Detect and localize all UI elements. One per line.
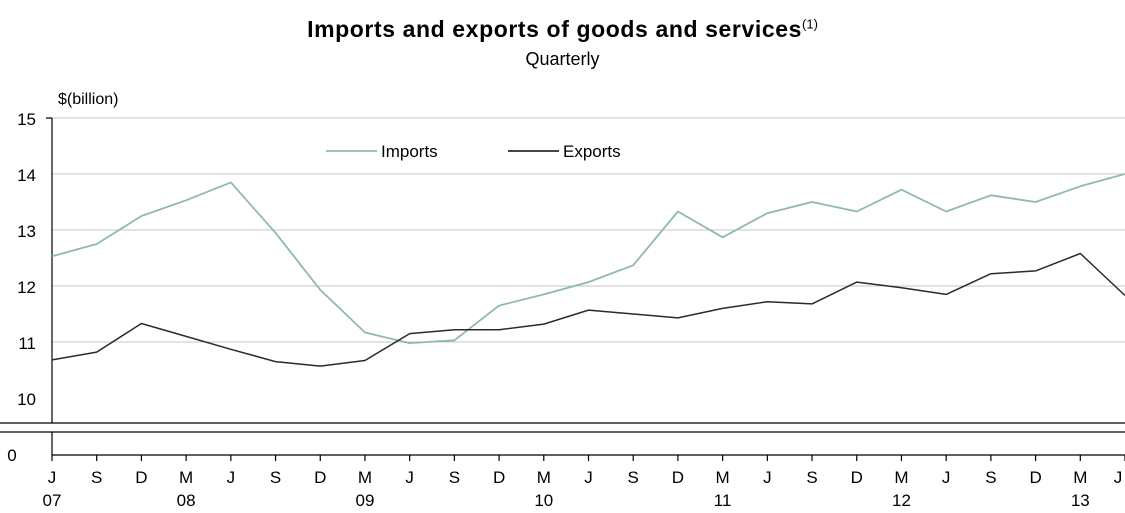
legend-label-exports: Exports <box>563 142 621 161</box>
series-lines <box>51 173 1125 367</box>
legend: Imports Exports <box>326 142 621 161</box>
chart-subtitle: Quarterly <box>525 49 600 69</box>
chart-axes <box>0 117 1125 461</box>
x-tick-month-label: M <box>537 468 551 487</box>
x-tick-month-label: S <box>985 468 996 487</box>
y-axis-unit-label: $(billion) <box>58 91 119 108</box>
y-tick-label: 10 <box>17 390 36 409</box>
y-tick-label: 11 <box>18 334 36 353</box>
x-tick-month-label: M <box>358 468 372 487</box>
x-tick-month-label: D <box>135 468 147 487</box>
x-tick-month-label: J <box>227 468 236 487</box>
x-tick-month-label: M <box>716 468 730 487</box>
x-tick-year-label: 08 <box>177 491 196 510</box>
series-line-exports <box>51 252 1125 367</box>
x-tick-month-label: J <box>942 468 951 487</box>
y-tick-label: 12 <box>17 278 36 297</box>
x-tick-year-label: 09 <box>355 491 374 510</box>
y-tick-label: 14 <box>17 166 36 185</box>
x-tick-month-label: D <box>1029 468 1041 487</box>
legend-label-imports: Imports <box>381 142 438 161</box>
x-tick-year-label: 13 <box>1071 491 1090 510</box>
x-tick-month-label: D <box>851 468 863 487</box>
x-tick-month-label: J <box>1114 468 1123 487</box>
x-tick-year-label: 10 <box>534 491 553 510</box>
x-tick-year-label: 12 <box>892 491 911 510</box>
series-line-imports <box>51 173 1125 345</box>
x-tick-month-label: S <box>806 468 817 487</box>
x-tick-month-label: J <box>584 468 593 487</box>
x-tick-month-label: D <box>672 468 684 487</box>
x-tick-month-label: S <box>91 468 102 487</box>
x-tick-month-label: J <box>48 468 57 487</box>
x-tick-month-label: J <box>405 468 414 487</box>
x-tick-month-label: M <box>179 468 193 487</box>
gridlines <box>52 117 1125 343</box>
x-tick-month-label: D <box>493 468 505 487</box>
title-footnote-marker: (1) <box>802 16 818 32</box>
y-zero-label: 0 <box>7 446 16 465</box>
y-tick-label: 15 <box>17 110 36 129</box>
axis-labels: 15 14 13 12 11 10 0 J S D M J S D M J S D M J S D M J S D M J S D M J 07… <box>7 110 1122 510</box>
x-tick-month-label: M <box>1073 468 1087 487</box>
x-tick-month-label: S <box>270 468 281 487</box>
chart-title: Imports and exports of goods and service… <box>307 16 818 42</box>
y-tick-label: 13 <box>17 222 36 241</box>
x-tick-month-label: S <box>628 468 639 487</box>
x-tick-month-label: J <box>763 468 772 487</box>
x-tick-year-label: 11 <box>714 491 732 510</box>
x-tick-month-label: M <box>894 468 908 487</box>
x-tick-month-label: S <box>449 468 460 487</box>
x-tick-year-label: 07 <box>43 491 62 510</box>
x-tick-month-label: D <box>314 468 326 487</box>
